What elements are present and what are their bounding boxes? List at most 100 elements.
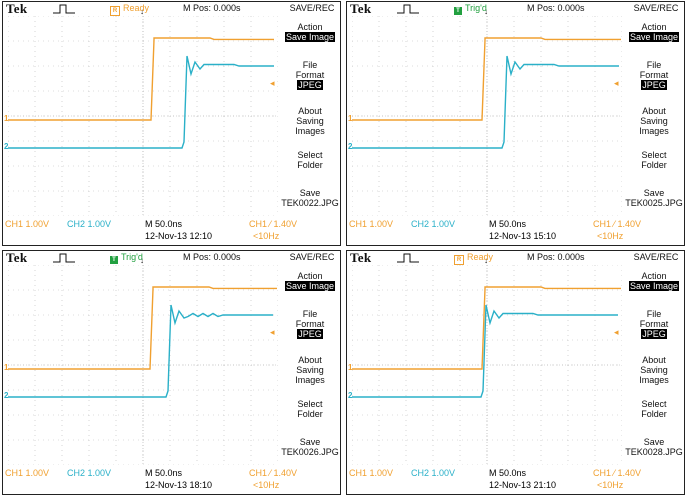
menu-file-format[interactable]: File Format JPEG [623,309,684,339]
menu-save[interactable]: Save TEK0022.JPG [279,188,340,208]
graticule: ↓ 1 2 ◂ [348,256,623,466]
menu-file-format-text: File [646,309,662,319]
menu-file-format[interactable]: File Format JPEG [279,309,340,339]
status-icon: T [454,7,462,15]
ch2-ground-marker: 2 [4,142,9,151]
menu-action-text: Action [297,271,323,281]
menu-action[interactable]: Action Save Image [623,271,684,291]
menu-file-format[interactable]: File Format JPEG [279,60,340,90]
menu-about-saving-images-line: Saving [279,365,340,375]
trigger-position-marker: ↓ [484,7,488,16]
menu-action-line: Save Image [623,281,684,291]
acquisition-status: R Ready [454,252,493,265]
menu-select-folder-line: Folder [623,409,684,419]
menu-save-text: TEK0028.JPG [625,447,683,457]
ch1-ground-marker: 1 [4,363,9,372]
trigger-frequency: <10Hz [597,480,624,490]
status-icon: R [110,6,120,16]
menu-about-saving-images-text: About [642,106,666,116]
menu-select-folder-text: Folder [641,409,667,419]
menu-file-format-text: JPEG [641,80,667,90]
menu-select-folder-text: Folder [641,160,667,170]
menu-about-saving-images-text: Images [639,375,669,385]
menu-select-folder-line: Folder [623,160,684,170]
menu-select-folder[interactable]: Select Folder [279,150,340,170]
menu-save-line: Save [623,188,684,198]
trigger-position-marker: ↓ [484,256,488,265]
menu-file-format-line: File [279,309,340,319]
menu-file-format-line: File [279,60,340,70]
menu-save-text: TEK0025.JPG [625,198,683,208]
menu-file-format-line: Format [279,319,340,329]
menu-select-folder-text: Select [297,150,323,160]
menu-file-format-text: File [646,60,662,70]
scope-screen-1: Tek R Ready M Pos: 0.000s SAVE/REC ↓ 1 2 ◂ Action… [2,1,341,246]
menu-select-folder[interactable]: Select Folder [623,150,684,170]
menu-select-folder-text: Select [297,399,323,409]
menu-action[interactable]: Action Save Image [279,22,340,42]
menu-save-line: Save [279,437,340,447]
horizontal-position: M Pos: 0.000s [183,252,241,262]
menu-select-folder-line: Select [279,150,340,160]
menu-save[interactable]: Save TEK0025.JPG [623,188,684,208]
acquisition-status: T Trig'd [110,252,143,264]
ch2-ground-marker: 2 [348,142,353,151]
scope-screen-4: Tek R Ready M Pos: 0.000s SAVE/REC ↓ 1 2 ◂ Action… [346,250,685,495]
menu-save-text: Save [643,188,665,198]
acquisition-status: R Ready [110,3,149,16]
ch2-scale: CH2 1.00V [411,219,456,229]
menu-about-saving-images-text: Saving [296,116,324,126]
status-text: Trig'd [465,3,487,13]
ch1-scale: CH1 1.00V [5,468,50,478]
ch2-scale: CH2 1.00V [411,468,456,478]
timebase: M 50.0ns [489,468,527,478]
menu-save-text: Save [299,437,321,447]
status-text: Ready [123,3,150,13]
status-text: Ready [467,252,494,262]
ch1-ground-marker: 1 [348,114,353,123]
ch1-scale: CH1 1.00V [349,219,394,229]
menu-about-saving-images[interactable]: About Saving Images [623,355,684,385]
menu-title: SAVE/REC [289,252,335,262]
menu-file-format-text: JPEG [641,329,667,339]
trigger-frequency: <10Hz [597,231,624,241]
menu-save-text: TEK0022.JPG [281,198,339,208]
menu-action[interactable]: Action Save Image [279,271,340,291]
menu-save-line: TEK0028.JPG [623,447,684,457]
menu-about-saving-images-line: Saving [279,116,340,126]
menu-select-folder-line: Folder [279,160,340,170]
menu-file-format-line: JPEG [279,80,340,90]
ch1-ground-marker: 1 [348,363,353,372]
menu-about-saving-images-line: About [279,355,340,365]
menu-file-format-text: Format [295,70,325,80]
trigger-level-arrow: ◂ [270,78,275,88]
menu-about-saving-images[interactable]: About Saving Images [279,106,340,136]
menu-save[interactable]: Save TEK0026.JPG [279,437,340,457]
menu-about-saving-images-line: Images [279,375,340,385]
menu-about-saving-images[interactable]: About Saving Images [623,106,684,136]
menu-action-text: Save Image [284,281,336,291]
menu-action-text: Action [297,22,323,32]
menu-file-format-line: File [623,60,684,70]
menu-about-saving-images[interactable]: About Saving Images [279,355,340,385]
trigger-position-marker: ↓ [140,7,144,16]
menu-file-format-line: Format [279,70,340,80]
menu-about-saving-images-text: About [642,355,666,365]
tek-logo: Tek [6,250,28,265]
menu-select-folder[interactable]: Select Folder [623,399,684,419]
trigger-level: CH1 ⁄ 1.40V [593,468,642,478]
side-menu: Action Save Image File Format JPEG About Savin… [279,16,340,216]
menu-file-format-line: JPEG [623,80,684,90]
menu-save[interactable]: Save TEK0028.JPG [623,437,684,457]
menu-file-format-line: File [623,309,684,319]
scope-screen-2: Tek T Trig'd M Pos: 0.000s SAVE/REC ↓ 1 2 ◂ Actio… [346,1,685,246]
menu-file-format[interactable]: File Format JPEG [623,60,684,90]
trigger-pulse-icon [397,253,419,263]
trigger-frequency: <10Hz [253,231,280,241]
trigger-level-arrow: ◂ [614,78,619,88]
timebase: M 50.0ns [489,219,527,229]
ch2-ground-marker: 2 [4,391,9,400]
menu-select-folder[interactable]: Select Folder [279,399,340,419]
menu-about-saving-images-text: Images [639,126,669,136]
menu-action[interactable]: Action Save Image [623,22,684,42]
